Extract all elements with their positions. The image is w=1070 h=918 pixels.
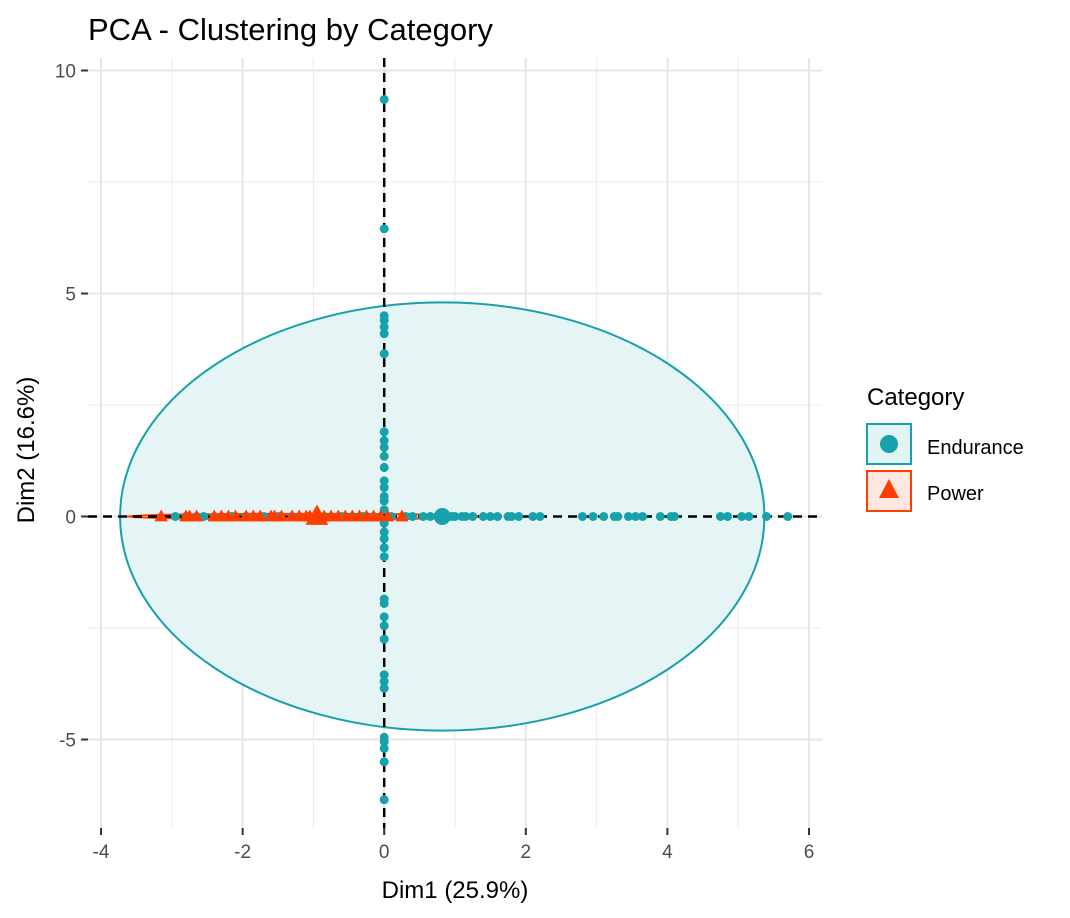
y-tick-label: 5 [65, 285, 76, 306]
legend-key-endurance [866, 423, 912, 465]
point-endurance [379, 436, 389, 446]
x-tick-label: 4 [662, 842, 673, 863]
axes: -4 -2 0 2 4 6 -5 0 5 10 [55, 62, 814, 864]
legend-label-endurance: Endurance [927, 437, 1024, 459]
triangle-icon [879, 479, 899, 498]
point-endurance [492, 512, 502, 521]
centroid-power [305, 504, 329, 525]
point-endurance [425, 512, 435, 521]
chart-title: PCA - Clustering by Category [88, 12, 493, 47]
point-endurance [478, 512, 488, 521]
point-endurance [507, 512, 517, 521]
point-endurance [379, 483, 389, 493]
point-endurance [623, 512, 633, 521]
point-endurance [418, 512, 428, 521]
point-endurance [379, 442, 389, 452]
point-endurance [379, 634, 389, 644]
point-endurance [655, 512, 665, 521]
x-tick-label: 0 [379, 842, 390, 863]
point-endurance [379, 496, 389, 506]
point-power [189, 509, 204, 522]
legend-title: Category [867, 384, 964, 411]
point-endurance [450, 512, 460, 521]
x-tick-label: -2 [234, 842, 251, 863]
point-endurance [514, 512, 524, 521]
point-endurance [379, 315, 389, 325]
y-tick-label: 0 [65, 508, 76, 529]
point-endurance [631, 512, 641, 521]
point-endurance [723, 512, 733, 521]
y-tick-label: -5 [59, 731, 76, 752]
point-endurance [762, 512, 772, 521]
point-power [154, 509, 168, 522]
point-endurance [379, 598, 389, 608]
point-endurance [485, 512, 495, 521]
point-endurance [716, 512, 725, 521]
point-endurance [379, 621, 389, 631]
point-power [274, 509, 289, 522]
point-endurance [379, 612, 389, 622]
point-endurance [613, 512, 623, 521]
legend: Category Endurance Power [866, 384, 1024, 512]
point-endurance [379, 462, 389, 472]
point-endurance [588, 512, 598, 521]
y-axis-title: Dim2 (16.6%) [13, 377, 40, 524]
point-endurance [379, 427, 389, 437]
point-endurance [379, 737, 389, 747]
point-endurance [379, 552, 389, 562]
point-endurance [379, 322, 389, 332]
point-endurance [669, 512, 679, 521]
point-endurance [379, 677, 389, 687]
x-tick-label: 6 [804, 842, 815, 863]
point-power [395, 509, 409, 522]
point-endurance [468, 512, 478, 521]
point-endurance [408, 512, 418, 521]
x-tick-label: 2 [521, 842, 532, 863]
point-endurance [379, 527, 389, 537]
point-endurance [379, 451, 389, 461]
point-endurance [379, 683, 389, 693]
point-endurance [379, 670, 389, 680]
circle-icon [880, 435, 898, 453]
point-endurance [461, 512, 471, 521]
x-axis-title: Dim1 (25.9%) [382, 877, 529, 904]
point-endurance [535, 512, 545, 521]
point-endurance [379, 224, 389, 234]
data-points [154, 94, 793, 805]
legend-item-endurance: Endurance [866, 423, 1024, 465]
point-endurance [379, 795, 389, 805]
centroid-endurance [433, 508, 451, 525]
point-endurance [379, 349, 389, 359]
point-endurance [170, 512, 180, 521]
point-endurance [379, 94, 389, 104]
point-endurance [379, 543, 389, 553]
point-endurance [744, 512, 754, 521]
point-endurance [577, 512, 587, 521]
point-endurance [379, 534, 389, 544]
point-endurance [737, 512, 747, 521]
point-endurance [528, 512, 538, 521]
y-tick-label: 10 [55, 62, 76, 83]
x-tick-label: -4 [93, 842, 110, 863]
point-endurance [379, 757, 389, 767]
legend-item-power: Power [866, 470, 984, 512]
point-endurance [379, 743, 389, 753]
point-power [253, 509, 267, 522]
point-power [228, 509, 243, 522]
point-endurance [638, 512, 648, 521]
point-power [381, 509, 395, 522]
point-endurance [379, 476, 389, 486]
point-endurance [783, 512, 793, 521]
point-endurance [379, 329, 389, 339]
legend-label-power: Power [927, 483, 984, 505]
point-endurance [599, 512, 609, 521]
